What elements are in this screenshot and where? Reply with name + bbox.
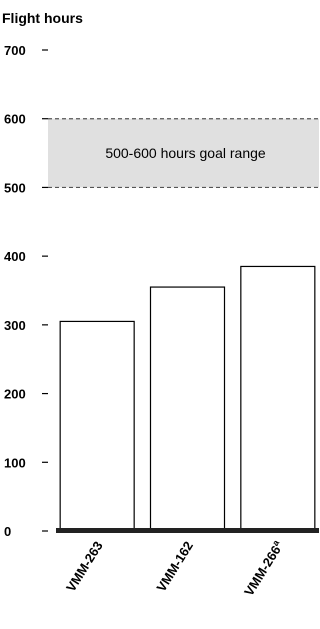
y-tick-label: 300 <box>4 318 26 333</box>
goal-range-label: 500-600 hours goal range <box>105 145 266 161</box>
x-axis-baseline <box>56 528 319 533</box>
y-tick-label: 100 <box>4 455 26 470</box>
y-tick-label: 600 <box>4 112 26 127</box>
x-tick-label: VMM-263 <box>63 539 106 595</box>
bars <box>59 265 316 532</box>
bar-vmm-162 <box>149 286 226 532</box>
y-tick-label: 200 <box>4 387 26 402</box>
x-axis-labels: VMM-263 VMM-162 VMM-266a <box>63 537 287 598</box>
bar-vmm-266 <box>240 265 316 532</box>
x-tick-label: VMM-266a <box>240 537 287 598</box>
y-tick-label: 400 <box>4 249 26 264</box>
y-tick-label: 500 <box>4 180 26 195</box>
goal-range-band: 500-600 hours goal range <box>48 118 319 189</box>
goal-range-fill <box>48 118 319 188</box>
y-tick-label: 700 <box>4 43 26 58</box>
x-tick-superscript: a <box>270 537 282 547</box>
x-tick-label: VMM-162 <box>153 539 196 595</box>
y-axis-ticks: 0 100 200 300 400 500 600 700 <box>4 43 48 539</box>
bar-vmm-263 <box>59 320 135 532</box>
y-tick-label: 0 <box>4 524 11 539</box>
y-axis-title: Flight hours <box>2 10 83 26</box>
